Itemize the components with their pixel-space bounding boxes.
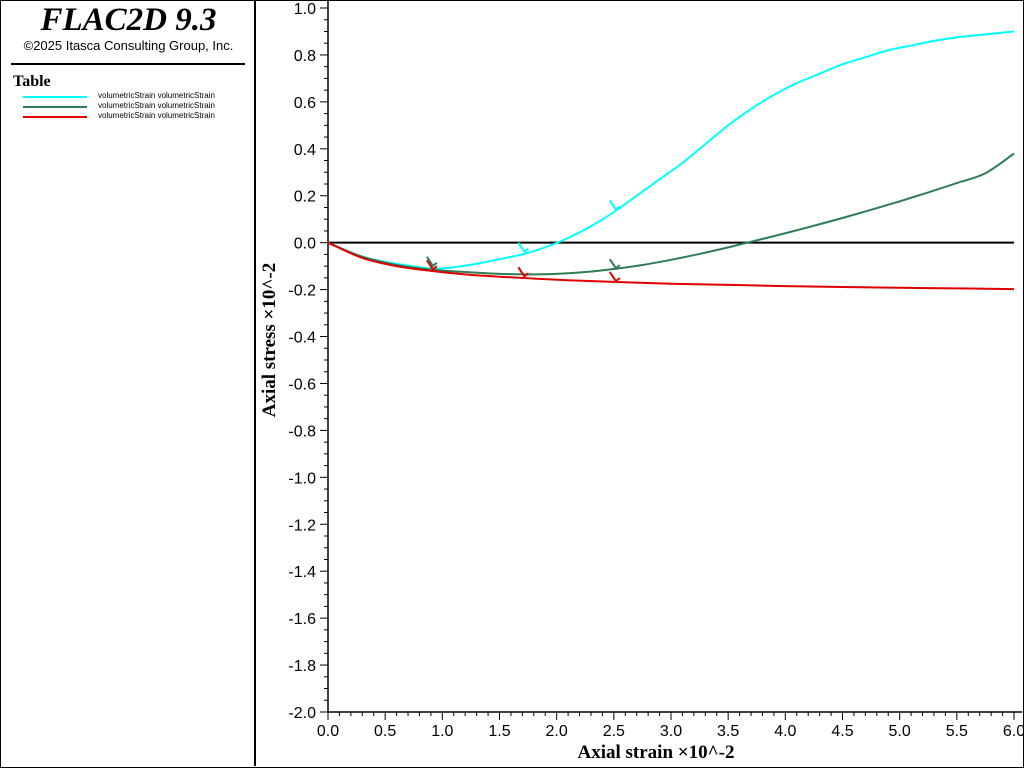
app-title: FLAC2D 9.3	[40, 2, 217, 38]
curve-marker	[426, 256, 438, 268]
y-tick-label: -0.6	[288, 376, 316, 393]
curve-marker	[426, 259, 438, 271]
x-tick-label: 4.5	[831, 723, 853, 740]
x-tick-label: 5.5	[946, 723, 968, 740]
x-tick-label: 3.0	[660, 723, 682, 740]
x-tick-label: 0.5	[374, 723, 396, 740]
x-tick-label: 4.0	[774, 723, 796, 740]
series-cyan-line	[327, 30, 1015, 270]
y-tick-label: 1.0	[294, 1, 316, 18]
legend-title: Table	[13, 73, 51, 90]
x-tick-label: 2.0	[546, 723, 568, 740]
x-tick-label: 2.5	[603, 723, 625, 740]
series-red-line	[327, 241, 1015, 291]
y-tick-label: -1.8	[288, 658, 316, 675]
legend-label: volumetricStrain volumetricStrain	[98, 101, 215, 110]
y-tick-label: -1.4	[288, 564, 316, 581]
y-tick-label: 0.2	[294, 189, 316, 206]
y-tick-label: 0.8	[294, 48, 316, 65]
y-axis-title: Axial stress ×10^-2	[259, 263, 280, 418]
legend-label: volumetricStrain volumetricStrain	[98, 91, 215, 100]
y-tick-label: 0.4	[294, 142, 316, 159]
y-tick-label: 0.6	[294, 95, 316, 112]
copyright-text: ©2025 Itasca Consulting Group, Inc.	[23, 38, 234, 53]
curve-marker	[609, 199, 621, 211]
y-tick-label: -1.6	[288, 611, 316, 628]
legend-swatch-red	[23, 116, 87, 118]
x-tick-label: 1.5	[488, 723, 510, 740]
x-tick-label: 5.0	[889, 723, 911, 740]
x-tick-label: 1.0	[431, 723, 453, 740]
legend-swatch-cyan	[23, 96, 87, 98]
y-tick-label: -0.2	[288, 283, 316, 300]
y-tick-label: -1.0	[288, 470, 316, 487]
legend-panel: FLAC2D 9.3 ©2025 Itasca Consulting Group…	[1, 1, 256, 766]
x-tick-label: 6.0	[1003, 723, 1024, 740]
y-tick-label: -0.4	[288, 330, 316, 347]
curve-marker	[609, 271, 621, 283]
curve-marker	[517, 242, 529, 254]
legend-swatch-green	[23, 106, 87, 108]
x-axis-title: Axial strain ×10^-2	[578, 742, 735, 763]
y-tick-label: -2.0	[288, 705, 316, 722]
y-tick-label: -1.2	[288, 517, 316, 534]
y-tick-label: 0.0	[294, 236, 316, 253]
curve-marker	[517, 266, 529, 278]
divider	[11, 63, 245, 65]
y-tick-label: -0.8	[288, 423, 316, 440]
curve-marker	[609, 258, 621, 270]
x-tick-label: 3.5	[717, 723, 739, 740]
x-tick-label: 0.0	[317, 723, 339, 740]
series-green-line	[327, 152, 1015, 276]
legend-label: volumetricStrain volumetricStrain	[98, 111, 215, 120]
